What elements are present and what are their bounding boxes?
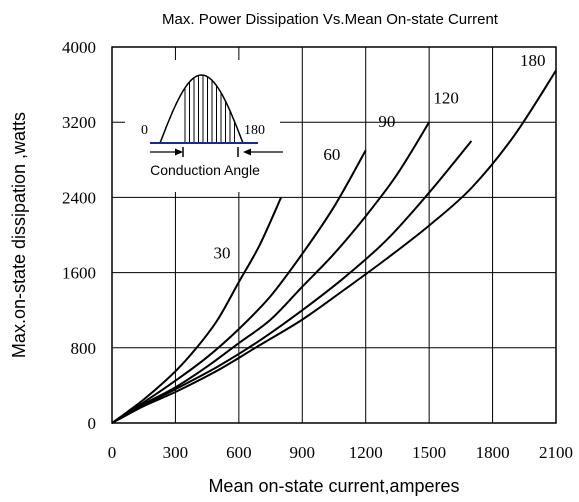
x-tick-label: 1800 <box>476 443 510 462</box>
x-axis-label: Mean on-state current,amperes <box>208 476 459 496</box>
series-curve-120 <box>111 140 473 424</box>
y-tick-label: 1600 <box>62 264 96 283</box>
inset-arrowhead-right <box>243 148 251 156</box>
series-label-180: 180 <box>520 51 546 70</box>
series-curve-90 <box>111 121 430 424</box>
chart-title: Max. Power Dissipation Vs.Mean On-state … <box>162 11 499 28</box>
inset-label-zero: 0 <box>141 123 148 138</box>
grid-lines <box>112 47 556 423</box>
x-tick-label: 1500 <box>412 443 446 462</box>
y-axis-label: Max.on-state dissipation ,watts <box>9 112 29 358</box>
y-tick-label: 0 <box>88 414 97 433</box>
y-tick-labels: 0 800 1600 2400 3200 4000 <box>62 38 96 433</box>
inset-half-sine <box>159 74 244 144</box>
series-label-90: 90 <box>378 112 395 131</box>
series-curve-60 <box>111 149 367 424</box>
series-curve-30 <box>111 196 283 424</box>
inset-hatch <box>184 75 235 143</box>
inset-caption: Conduction Angle <box>150 162 260 178</box>
y-tick-label: 3200 <box>62 113 96 132</box>
plot-frame <box>111 46 557 424</box>
inset-arrowhead-left <box>175 148 183 156</box>
x-tick-label: 0 <box>108 443 117 462</box>
x-tick-label: 900 <box>290 443 316 462</box>
y-tick-label: 4000 <box>62 38 96 57</box>
series-curves <box>111 69 557 424</box>
series-label-30: 30 <box>213 244 230 263</box>
x-tick-label: 1200 <box>349 443 383 462</box>
y-tick-label: 2400 <box>62 188 96 207</box>
inset-label-180: 180 <box>244 123 265 138</box>
x-tick-label: 600 <box>226 443 252 462</box>
y-tick-label: 800 <box>71 339 97 358</box>
x-tick-label: 300 <box>163 443 189 462</box>
series-labels: 30 60 90 120 180 <box>213 51 545 263</box>
x-tick-label: 2100 <box>539 443 573 462</box>
series-label-120: 120 <box>433 88 459 107</box>
series-label-60: 60 <box>323 145 340 164</box>
x-tick-labels: 0 300 600 900 1200 1500 1800 2100 <box>108 443 573 462</box>
conduction-angle-inset: 0 180 Conduction Angle <box>125 60 283 192</box>
series-curve-180 <box>111 69 557 424</box>
